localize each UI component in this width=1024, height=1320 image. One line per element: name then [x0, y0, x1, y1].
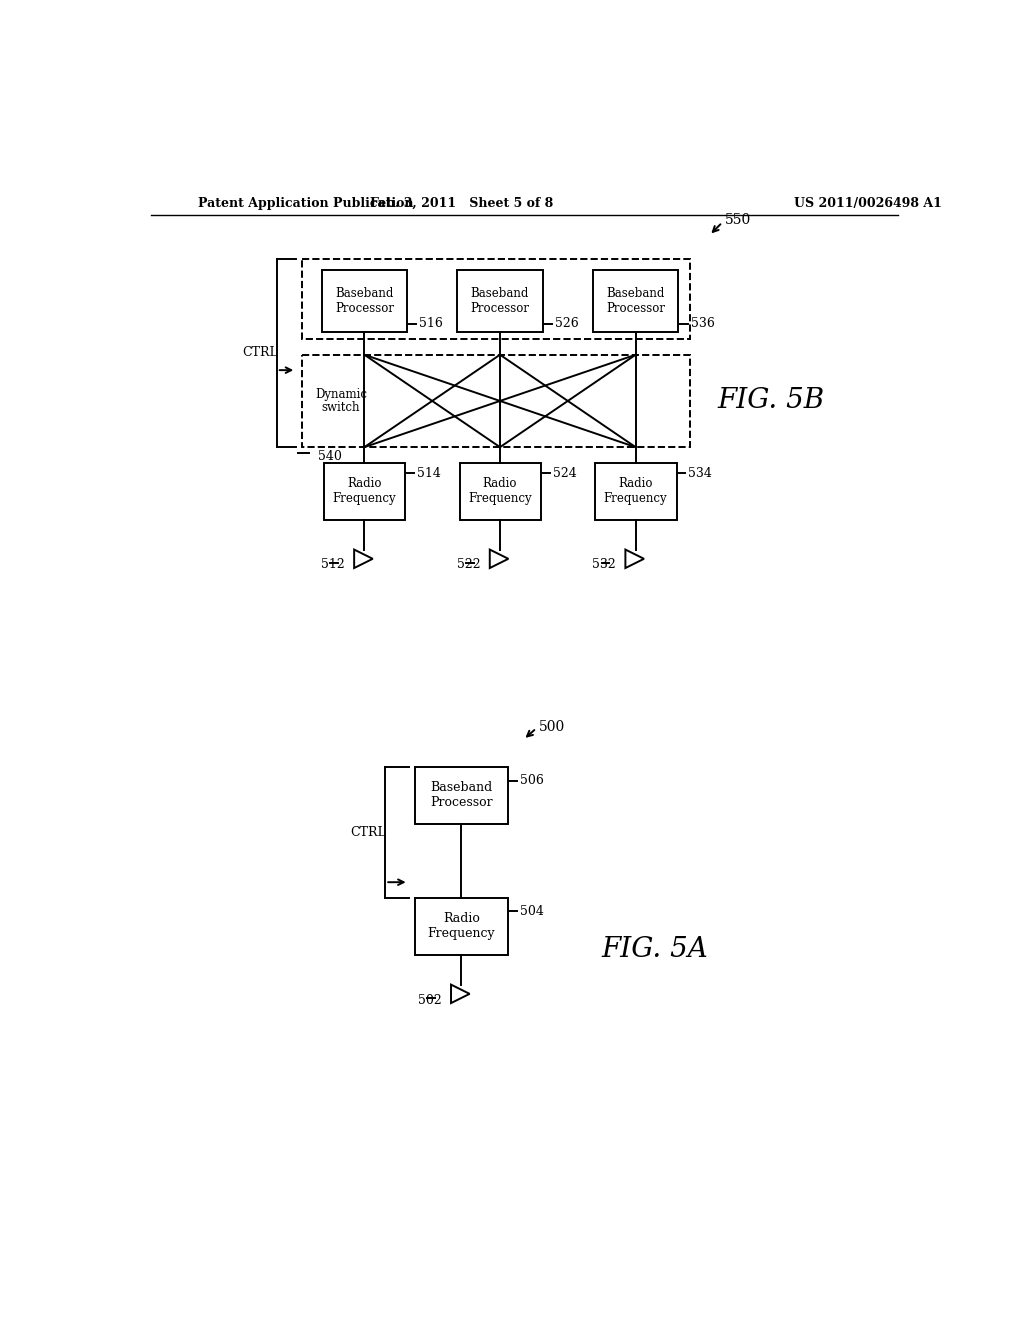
Bar	[302, 259, 690, 339]
Text: Radio: Radio	[482, 477, 517, 490]
Text: CTRL: CTRL	[242, 346, 278, 359]
Text: FIG. 5A: FIG. 5A	[602, 936, 709, 962]
Bar	[593, 271, 678, 331]
Text: Frequency: Frequency	[333, 492, 396, 506]
Text: 514: 514	[417, 467, 441, 480]
Bar	[415, 767, 508, 825]
Text: 522: 522	[457, 558, 480, 572]
Text: 550: 550	[725, 213, 751, 227]
Text: FIG. 5B: FIG. 5B	[718, 388, 824, 414]
Text: 506: 506	[520, 774, 544, 787]
Text: 534: 534	[688, 467, 713, 480]
Text: Radio: Radio	[618, 477, 653, 490]
Text: 524: 524	[553, 467, 577, 480]
Text: Radio: Radio	[442, 912, 479, 925]
Text: CTRL: CTRL	[350, 825, 386, 838]
Text: US 2011/0026498 A1: US 2011/0026498 A1	[795, 197, 942, 210]
Text: 512: 512	[321, 558, 345, 572]
Text: switch: switch	[322, 400, 360, 413]
Text: Patent Application Publication: Patent Application Publication	[198, 197, 414, 210]
Bar	[460, 462, 541, 520]
Text: Processor: Processor	[430, 796, 493, 809]
Text: Baseband: Baseband	[335, 286, 393, 300]
Bar	[302, 355, 690, 447]
Text: Baseband: Baseband	[430, 781, 493, 795]
Text: 502: 502	[418, 994, 441, 1007]
Text: Feb. 3, 2011   Sheet 5 of 8: Feb. 3, 2011 Sheet 5 of 8	[370, 197, 553, 210]
Text: 532: 532	[592, 558, 616, 572]
Text: Frequency: Frequency	[468, 492, 531, 506]
Bar	[415, 898, 508, 956]
Text: Radio: Radio	[347, 477, 382, 490]
Text: Processor: Processor	[470, 302, 529, 315]
Text: 504: 504	[520, 906, 544, 917]
Text: Processor: Processor	[606, 302, 666, 315]
Text: 526: 526	[555, 317, 579, 330]
Bar	[324, 462, 406, 520]
Text: Baseband: Baseband	[471, 286, 529, 300]
Bar	[322, 271, 407, 331]
Text: 500: 500	[539, 719, 565, 734]
Bar	[595, 462, 677, 520]
Text: Baseband: Baseband	[606, 286, 665, 300]
Text: Dynamic: Dynamic	[315, 388, 368, 401]
Text: Processor: Processor	[335, 302, 394, 315]
Bar	[458, 271, 543, 331]
Text: 516: 516	[420, 317, 443, 330]
Text: 536: 536	[690, 317, 715, 330]
Text: Frequency: Frequency	[427, 927, 495, 940]
Text: Frequency: Frequency	[604, 492, 668, 506]
Text: 540: 540	[317, 450, 342, 463]
